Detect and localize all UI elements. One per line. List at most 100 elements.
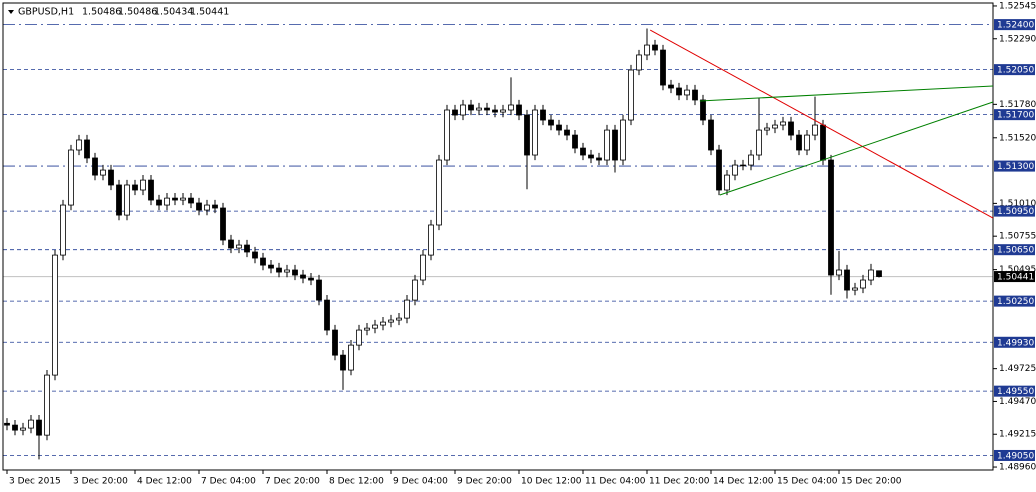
candle-body: [572, 134, 578, 149]
x-tick-label: 10 Dec 12:00: [521, 477, 582, 487]
candle-body: [476, 107, 482, 111]
candle-body: [492, 109, 498, 113]
candle-body: [164, 197, 170, 206]
candle-body: [724, 174, 730, 191]
candle-body: [764, 127, 770, 131]
x-tick-label: 3 Dec 2015: [9, 477, 61, 487]
ohlc-high: 1.50486: [118, 7, 157, 18]
candle-body: [700, 99, 706, 121]
candle-body: [36, 419, 42, 436]
price-level-tag: [994, 244, 1035, 256]
candle-body: [468, 104, 474, 111]
candle-body: [132, 184, 138, 191]
candle-body: [684, 89, 690, 96]
candle-body: [156, 199, 162, 206]
candle-body: [428, 224, 434, 256]
candle-body: [780, 121, 786, 126]
candle-body: [652, 44, 658, 51]
y-tick-label: 1.49725: [999, 364, 1036, 374]
candle-body: [612, 129, 618, 161]
price-level-tag: [994, 295, 1035, 307]
candle-body: [740, 164, 746, 167]
y-tick-label: 1.48960: [999, 463, 1036, 473]
candle-body: [756, 129, 762, 156]
candle-body: [644, 44, 650, 56]
candle-body: [20, 427, 26, 431]
y-tick-label: 1.50495: [999, 265, 1036, 275]
candle-body: [556, 124, 562, 131]
candle-body: [484, 107, 490, 111]
candle-body: [92, 157, 98, 176]
x-tick-label: 9 Dec 04:00: [393, 477, 448, 487]
candle-body: [260, 257, 266, 266]
x-tick-label: 9 Dec 20:00: [457, 477, 512, 487]
candle-body: [180, 197, 186, 201]
candle-body: [636, 54, 642, 71]
price-level-label: 1.50950: [997, 207, 1034, 217]
candle-body: [404, 299, 410, 319]
candle-body: [732, 164, 738, 176]
candle-body: [452, 109, 458, 116]
candle-body: [244, 244, 250, 253]
y-tick-label: 1.49215: [999, 430, 1036, 440]
candle-body: [364, 327, 370, 331]
candle-body: [68, 149, 74, 206]
candle-body: [876, 270, 882, 277]
ohlc-close: 1.50441: [190, 7, 229, 18]
candle-body: [220, 207, 226, 241]
candle-body: [588, 154, 594, 159]
candle-body: [548, 119, 554, 126]
candle-body: [668, 84, 674, 89]
candle-body: [508, 104, 514, 111]
price-level-tag: [994, 109, 1035, 121]
candle-body: [52, 254, 58, 376]
candle-body: [28, 419, 34, 429]
candle-body: [396, 317, 402, 321]
candle-body: [84, 139, 90, 159]
y-tick-label: 1.51780: [999, 100, 1036, 110]
price-level-label: 1.49050: [997, 451, 1034, 461]
candle-body: [412, 279, 418, 301]
candle-body: [540, 109, 546, 121]
candle-body: [436, 159, 442, 226]
ohlc-open: 1.50486: [82, 7, 121, 18]
y-tick-label: 1.51010: [999, 199, 1036, 209]
candle-body: [148, 179, 154, 201]
candle-body: [516, 104, 522, 116]
candle-body: [796, 134, 802, 151]
candle-body: [804, 134, 810, 151]
x-tick-label: 3 Dec 20:00: [73, 477, 128, 487]
candle-body: [772, 124, 778, 129]
candle-body: [332, 329, 338, 356]
candle-body: [76, 139, 82, 151]
price-level-label: 1.51700: [997, 111, 1034, 121]
x-tick-label: 11 Dec 20:00: [649, 477, 710, 487]
candle-body: [252, 251, 258, 259]
candle-body: [348, 344, 354, 371]
current-price-tag: [994, 271, 1035, 283]
price-level-tag: [994, 385, 1035, 397]
candle-body: [196, 202, 202, 211]
candle-body: [60, 204, 66, 256]
candle-body: [788, 121, 794, 136]
y-tick-label: 1.52545: [999, 1, 1036, 11]
symbol-menu-arrow[interactable]: [8, 10, 14, 14]
candle-body: [620, 119, 626, 161]
candle-body: [108, 169, 114, 186]
trendline: [719, 101, 994, 196]
price-level-label: 1.50250: [997, 297, 1034, 307]
candle-body: [4, 422, 10, 426]
candle-body: [212, 204, 218, 209]
candle-body: [316, 279, 322, 301]
candle-body: [828, 159, 834, 276]
candle-body: [716, 149, 722, 191]
trendline: [649, 29, 994, 219]
price-level-label: 1.52400: [997, 21, 1034, 31]
price-level-label: 1.49930: [997, 338, 1034, 348]
candle-body: [844, 269, 850, 291]
x-tick-label: 11 Dec 04:00: [585, 477, 646, 487]
candle-body: [420, 254, 426, 281]
price-level-tag: [994, 336, 1035, 348]
candle-body: [300, 274, 306, 279]
